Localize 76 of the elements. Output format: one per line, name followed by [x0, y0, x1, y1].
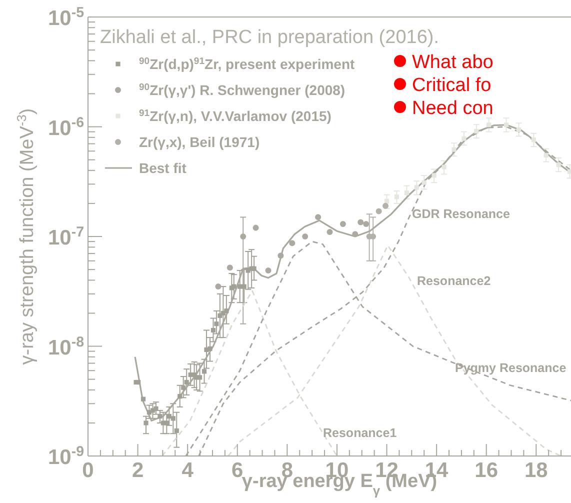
y-tick-label: 10$^{-6}$: [48, 114, 84, 140]
point: [504, 122, 509, 128]
point: [242, 284, 246, 289]
legend-label: Zr(γ,x), Beil (1971): [139, 134, 260, 150]
point: [252, 266, 256, 271]
y-tick-label: 10$^{-9}$: [48, 444, 84, 469]
point: [302, 234, 308, 240]
point: [154, 406, 158, 411]
point: [531, 138, 536, 142]
point: [240, 234, 246, 240]
y-tick-label: 10$^{-8}$: [48, 334, 84, 360]
point: [226, 264, 233, 271]
legend-label: $^{91}$Zr(γ,n), V.V.Varlamov (2015): [139, 108, 332, 124]
legend-label: $^{90}$Zr(d,p)$^{91}$Zr, present experiment: [139, 56, 356, 72]
x-tick-label: 6: [232, 459, 244, 482]
annotation: Zikhali et al., PRC in preparation (2016).: [100, 27, 439, 48]
point: [170, 416, 176, 421]
point: [376, 208, 382, 214]
point: [164, 420, 169, 426]
point: [208, 346, 212, 351]
point: [215, 284, 222, 290]
point: [289, 240, 296, 246]
point: [462, 136, 466, 141]
series-label: GDR Resonance: [412, 207, 510, 221]
point: [224, 308, 229, 314]
point: [197, 375, 202, 380]
x-tick-label: 0: [82, 459, 94, 482]
point: [452, 147, 456, 152]
annotation: Critical fo: [412, 75, 492, 96]
point: [486, 122, 492, 128]
legend-label: Best fit: [139, 160, 187, 176]
point: [544, 152, 548, 158]
point: [214, 322, 219, 326]
point: [238, 284, 242, 289]
point: [556, 162, 561, 168]
point: [174, 428, 179, 434]
annotation: Need con: [412, 98, 494, 119]
point: [474, 128, 479, 134]
y-tick-label: 10$^{-7}$: [48, 224, 84, 250]
x-tick-label: 2: [132, 459, 144, 482]
point: [363, 220, 370, 227]
x-tick-label: 18: [524, 459, 548, 482]
point: [158, 414, 162, 419]
point: [567, 169, 571, 174]
point: [202, 369, 207, 374]
point: [404, 190, 409, 196]
point: [210, 328, 216, 333]
y-tick-label: 10$^{-5}$: [48, 5, 84, 30]
point: [414, 185, 419, 190]
point: [442, 164, 446, 170]
point: [144, 420, 148, 426]
annotation: What abo: [412, 52, 494, 73]
point: [432, 173, 436, 178]
point: [315, 214, 322, 220]
point: [516, 127, 522, 132]
series-label: Pygmy Resonance: [455, 361, 566, 375]
point: [394, 194, 400, 200]
point: [422, 180, 426, 185]
point: [358, 219, 364, 226]
x-tick-label: 16: [474, 459, 498, 482]
point: [232, 284, 236, 289]
point: [352, 231, 358, 238]
point: [252, 224, 259, 231]
legend-label: $^{90}$Zr(γ,γ') R. Schwengner (2008): [139, 82, 346, 98]
point: [140, 396, 146, 402]
point: [184, 380, 189, 385]
point: [326, 228, 333, 235]
x-tick-label: 4: [182, 459, 194, 482]
point: [136, 380, 141, 385]
series-label: Resonance2: [417, 274, 491, 288]
series-label: Resonance1: [323, 426, 397, 440]
point: [178, 394, 182, 399]
point: [278, 252, 284, 259]
point: [340, 220, 346, 227]
point: [181, 385, 186, 390]
point: [265, 268, 272, 274]
